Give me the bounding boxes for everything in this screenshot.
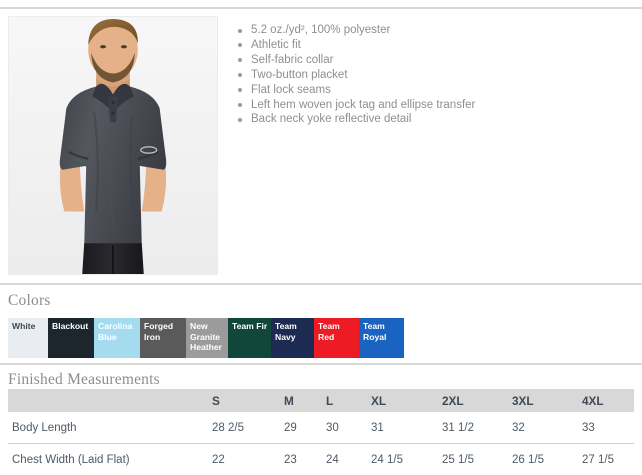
color-swatch[interactable]: Team Red — [314, 318, 359, 358]
cell-2xl: 31 1/2 — [442, 421, 474, 434]
cell-l: 24 — [322, 443, 367, 475]
top-divider — [0, 7, 642, 9]
column-header-s: S — [208, 389, 280, 412]
color-swatch-list: White Blackout Carolina Blue Forged Iron… — [8, 318, 404, 358]
color-swatch-label: Team Royal — [363, 321, 387, 342]
product-feature-list: 5.2 oz./yd², 100% polyester Athletic fit… — [234, 23, 634, 127]
color-swatch[interactable]: White — [8, 318, 48, 358]
measurements-table: S M L XL 2XL 3XL 4XL Body Length 28 2/5 … — [8, 389, 634, 475]
color-swatch-label: Team Navy — [275, 321, 297, 342]
product-image[interactable] — [8, 16, 218, 275]
color-swatch-label: Carolina Blue — [98, 321, 133, 342]
color-swatch-label: New Granite Heather — [190, 321, 222, 353]
colors-heading: Colors — [8, 292, 51, 309]
measurements-section-divider — [0, 363, 642, 365]
cell-s: 22 — [208, 443, 280, 475]
color-swatch-label: Forged Iron — [144, 321, 174, 342]
cell-4xl: 33 — [582, 421, 595, 434]
color-swatch-label: Blackout — [52, 321, 89, 331]
measurements-heading: Finished Measurements — [8, 371, 160, 388]
list-item: Left hem woven jock tag and ellipse tran… — [234, 98, 634, 113]
cell-xl: 24 1/5 — [367, 443, 438, 475]
row-label: Chest Width (Laid Flat) — [8, 443, 208, 475]
product-photo-illustration — [9, 17, 217, 274]
cell-xl: 31 — [371, 421, 384, 434]
cell-m: 29 — [284, 421, 297, 434]
table-row: Chest Width (Laid Flat) 22 23 24 24 1/5 … — [8, 443, 634, 475]
column-header-4xl: 4XL — [578, 389, 634, 412]
cell-m: 23 — [280, 443, 322, 475]
color-swatch[interactable]: Team Fir — [228, 318, 271, 358]
column-header-l: L — [322, 389, 367, 412]
column-header-2xl: 2XL — [438, 389, 508, 412]
color-swatch-label: Team Fir — [232, 321, 268, 331]
color-swatch-label: White — [12, 321, 36, 331]
color-swatch[interactable]: Carolina Blue — [94, 318, 140, 358]
table-header-row: S M L XL 2XL 3XL 4XL — [8, 389, 634, 412]
cell-3xl: 26 1/5 — [508, 443, 578, 475]
color-swatch-label: Team Red — [318, 321, 340, 342]
cell-l: 30 — [326, 421, 339, 434]
cell-4xl: 27 1/5 — [578, 443, 634, 475]
color-swatch[interactable]: New Granite Heather — [186, 318, 228, 358]
column-header-m: M — [280, 389, 322, 412]
color-swatch[interactable]: Team Navy — [271, 318, 314, 358]
list-item: Back neck yoke reflective detail — [234, 112, 634, 127]
cell-2xl: 25 1/5 — [438, 443, 508, 475]
color-swatch[interactable]: Blackout — [48, 318, 94, 358]
list-item: Athletic fit — [234, 38, 634, 53]
table-row: Body Length 28 2/5 29 30 31 31 1/2 32 33 — [8, 412, 634, 444]
list-item: 5.2 oz./yd², 100% polyester — [234, 23, 634, 38]
column-header-3xl: 3XL — [508, 389, 578, 412]
row-label: Body Length — [12, 421, 77, 434]
colors-section-divider — [0, 283, 642, 285]
list-item: Two-button placket — [234, 68, 634, 83]
column-header-label — [8, 389, 208, 412]
color-swatch[interactable]: Team Royal — [359, 318, 404, 358]
cell-3xl: 32 — [512, 421, 525, 434]
list-item: Self-fabric collar — [234, 53, 634, 68]
color-swatch[interactable]: Forged Iron — [140, 318, 186, 358]
list-item: Flat lock seams — [234, 83, 634, 98]
column-header-xl: XL — [367, 389, 438, 412]
cell-s: 28 2/5 — [212, 421, 244, 434]
